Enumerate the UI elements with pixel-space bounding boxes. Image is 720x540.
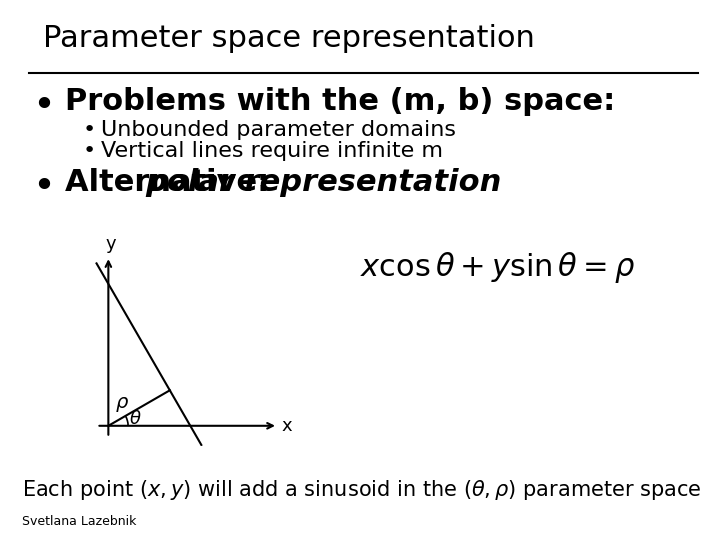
Text: polar representation: polar representation — [145, 168, 502, 198]
Text: Vertical lines require infinite m: Vertical lines require infinite m — [101, 141, 443, 161]
Text: $\theta$: $\theta$ — [129, 410, 142, 428]
Text: x: x — [281, 417, 292, 435]
Text: $\rho$: $\rho$ — [115, 395, 130, 414]
Text: •: • — [32, 168, 55, 206]
Text: Problems with the (m, b) space:: Problems with the (m, b) space: — [65, 87, 615, 117]
Text: •: • — [32, 87, 55, 125]
Text: Alternative:: Alternative: — [65, 168, 279, 198]
Text: $x\cos\theta + y\sin\theta = \rho$: $x\cos\theta + y\sin\theta = \rho$ — [360, 250, 635, 285]
Text: y: y — [105, 235, 116, 253]
Text: •: • — [83, 120, 96, 140]
Text: Svetlana Lazebnik: Svetlana Lazebnik — [22, 515, 136, 528]
Text: Parameter space representation: Parameter space representation — [43, 24, 535, 53]
Text: Each point $(x,y)$ will add a sinusoid in the $(\theta,\rho)$ parameter space: Each point $(x,y)$ will add a sinusoid i… — [22, 478, 701, 502]
Text: Unbounded parameter domains: Unbounded parameter domains — [101, 120, 456, 140]
Text: •: • — [83, 141, 96, 161]
